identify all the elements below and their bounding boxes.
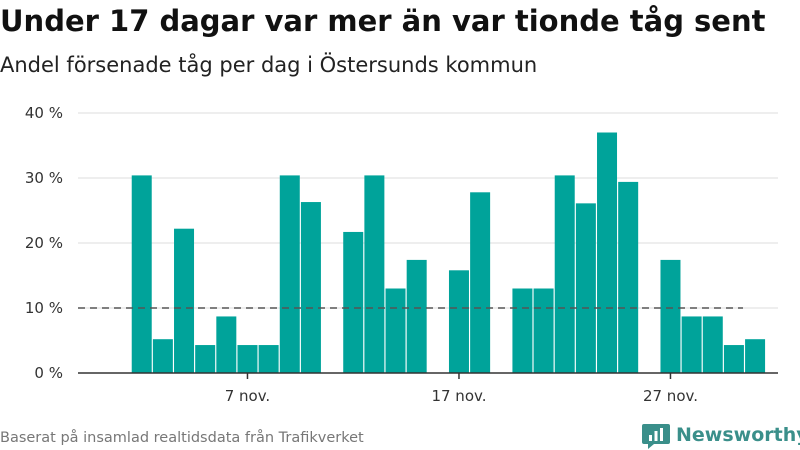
bar xyxy=(533,288,554,373)
bar xyxy=(279,175,300,373)
chart-title: Under 17 dagar var mer än var tionde tåg… xyxy=(0,4,766,38)
x-tick-label: 7 nov. xyxy=(225,387,270,405)
bar xyxy=(618,181,639,373)
bar xyxy=(406,259,427,373)
chart-logo-icon xyxy=(642,424,670,449)
brand-logo: Newsworthy xyxy=(642,420,800,450)
y-tick-label: 30 % xyxy=(25,169,63,187)
x-axis-tick-labels: 7 nov. 17 nov. 27 nov. xyxy=(225,373,698,405)
bar xyxy=(597,132,618,373)
y-tick-label: 10 % xyxy=(25,299,63,317)
bar xyxy=(195,345,216,373)
bar xyxy=(702,316,723,373)
y-axis-tick-labels: 0 % 10 % 20 % 30 % 40 % xyxy=(25,104,63,382)
bar xyxy=(723,345,744,373)
bar xyxy=(131,175,152,373)
bar xyxy=(554,175,575,373)
y-tick-label: 20 % xyxy=(25,234,63,252)
bar xyxy=(385,288,406,373)
bar xyxy=(343,231,364,373)
bars xyxy=(131,132,766,373)
bar xyxy=(152,339,173,373)
bar xyxy=(216,316,237,373)
chart-subtitle: Andel försenade tåg per dag i Östersunds… xyxy=(0,53,538,77)
bar xyxy=(470,192,491,373)
source-note: Baserat på insamlad realtidsdata från Tr… xyxy=(0,430,364,446)
bar xyxy=(258,345,279,373)
x-tick-label: 27 nov. xyxy=(643,387,698,405)
x-tick-label: 17 nov. xyxy=(431,387,486,405)
bar xyxy=(237,345,258,373)
bar xyxy=(448,270,469,373)
bar xyxy=(575,203,596,373)
brand-name: Newsworthy xyxy=(676,424,800,446)
y-tick-label: 40 % xyxy=(25,104,63,122)
y-tick-label: 0 % xyxy=(34,364,63,382)
bar-chart: 0 % 10 % 20 % 30 % 40 % 7 nov. 17 nov. 27 nov. xyxy=(25,104,778,405)
bar xyxy=(364,175,385,373)
bar xyxy=(745,339,766,373)
bar xyxy=(300,202,321,373)
bar xyxy=(174,228,195,373)
bar xyxy=(512,288,533,373)
bar xyxy=(660,259,681,373)
bar xyxy=(681,316,702,373)
